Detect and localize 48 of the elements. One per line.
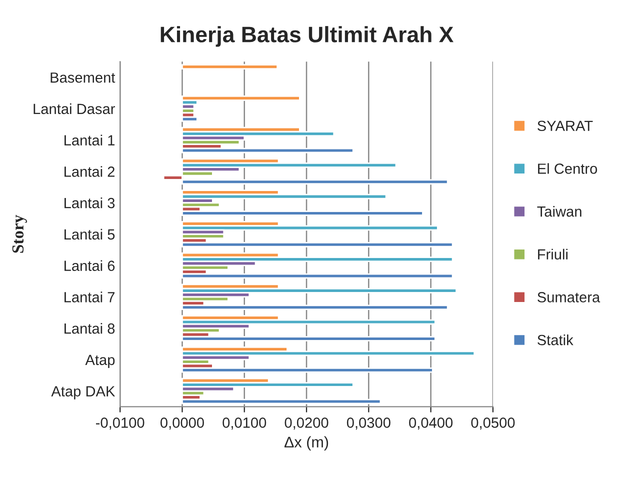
bar [182,398,382,404]
bar [182,131,335,136]
bar [182,64,278,70]
y-tick-label: Lantai 2 [64,166,114,177]
chart-title: Kinerja Batas Ultimit Arah X [160,26,454,47]
bar [182,242,454,248]
x-tick-label: 0,0000 [160,418,204,430]
y-tick-label: Lantai 6 [64,260,115,271]
legend-label: El Centro [538,163,598,174]
legend-label: Friuli [538,248,568,260]
y-tick-label: Lantai 8 [64,323,115,334]
bar [182,116,198,122]
bar [182,350,476,356]
bar [182,225,438,231]
bar [182,148,354,154]
y-tick-label: Lantai 3 [64,198,115,208]
legend-label: Statik [538,334,574,346]
y-tick-label: Atap DAK [51,386,116,400]
x-axis-title: Δx (m) [284,436,328,451]
x-tick-label: 0,0300 [346,418,390,430]
bar [182,288,457,294]
bar [182,273,454,279]
bar [182,194,387,200]
bar [182,304,448,310]
bar [182,234,225,239]
y-tick-label: Lantai 7 [64,292,114,302]
legend-label: Taiwan [537,206,582,217]
legend-label: Sumatera [538,292,600,302]
y-tick-label: Atap [85,354,115,368]
legend-label: SYARAT [538,120,593,132]
bar [182,367,434,373]
y-axis-title: Story [12,214,27,253]
x-tick-label: 0,0100 [222,418,266,430]
bar [182,96,300,101]
bar [182,382,354,388]
bar [182,210,424,216]
x-tick-label: 0,0200 [284,418,328,430]
y-tick-label: Basement [50,72,116,83]
y-tick-label: Lantai Dasar [34,103,115,114]
bar [182,162,397,168]
x-tick-label: 0,0500 [471,418,515,430]
y-tick-label: Lantai 1 [64,134,115,146]
y-tick-label: Lantai 5 [64,228,115,240]
x-tick-label: -0,0100 [96,418,144,430]
bar [182,256,454,262]
x-tick-label: 0,0400 [409,418,453,430]
bar [182,202,220,208]
bar [182,336,436,342]
